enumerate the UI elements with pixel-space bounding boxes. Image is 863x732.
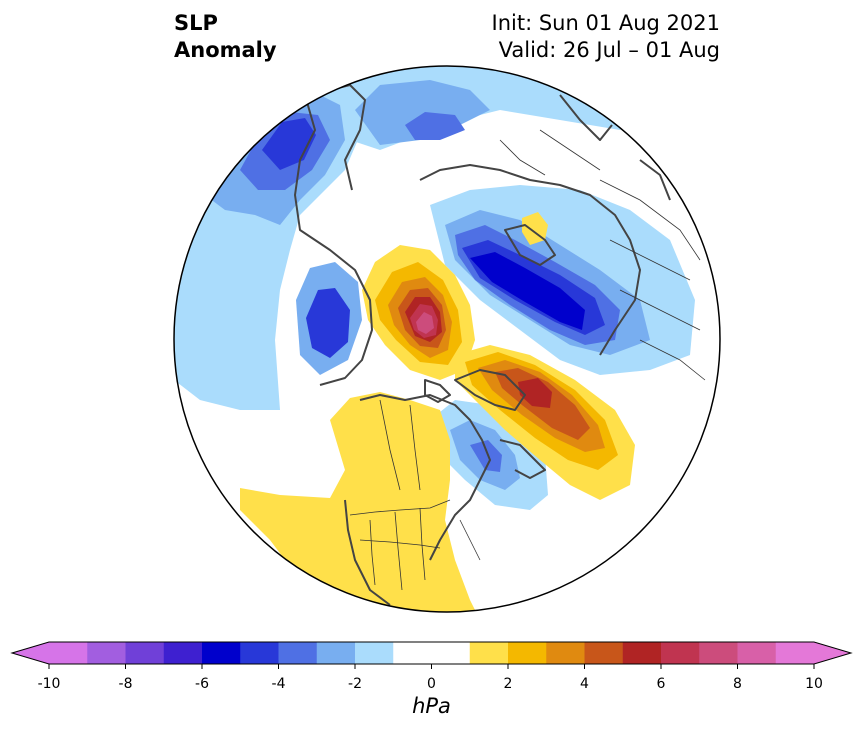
anomaly-siberia-negative (430, 185, 695, 375)
colorbar-segment (49, 642, 88, 664)
colorbar-segment (737, 642, 777, 664)
map-boundary (173, 65, 721, 613)
colorbar-tick-label: 6 (657, 676, 666, 692)
colorbar-tick-label: -4 (272, 676, 286, 692)
colorbar-tick-label: -2 (348, 676, 362, 692)
valid-range: Valid: 26 Jul – 01 Aug (498, 38, 720, 62)
colorbar-tick-label: 2 (504, 676, 513, 692)
colorbar-segment (661, 642, 700, 664)
colorbar-segment (316, 642, 356, 664)
colorbar-extend-min (12, 642, 49, 664)
colorbar-tick-label: -8 (119, 676, 133, 692)
colorbar-tick-label: -6 (195, 676, 209, 692)
title-variable: SLP (174, 11, 218, 35)
title-quantity: Anomaly (174, 38, 277, 62)
anomaly-greenland-positive (455, 212, 635, 500)
colorbar-extend-max (814, 642, 851, 664)
colorbar-tick-label: 10 (805, 676, 823, 692)
colorbar-segment (278, 642, 318, 664)
colorbar-segment (431, 642, 471, 664)
anomaly-america-positive (240, 392, 480, 612)
colorbar-segment (125, 642, 165, 664)
colorbar-segment (355, 642, 394, 664)
title-left: SLP Anomaly (174, 10, 277, 64)
colorbar-segment (87, 642, 126, 664)
colorbar-segment (202, 642, 241, 664)
colorbar-segment (775, 642, 815, 664)
colorbar-segment (546, 642, 585, 664)
colorbar-segment (163, 642, 203, 664)
political-borders (349, 129, 706, 591)
title-right: Init: Sun 01 Aug 2021 Valid: 26 Jul – 01… (492, 10, 720, 64)
polar-map (173, 65, 721, 613)
colorbar-tick-label: -10 (38, 676, 61, 692)
colorbar-tick-label: 0 (427, 676, 436, 692)
anomaly-arctic-positive (362, 245, 475, 380)
colorbar-units: hPa (412, 694, 451, 718)
colorbar-tick-label: 4 (580, 676, 589, 692)
init-date: Init: Sun 01 Aug 2021 (491, 11, 720, 35)
colorbar-segment (240, 642, 279, 664)
coastlines (294, 84, 671, 606)
colorbar-segment (508, 642, 547, 664)
colorbar-segment (622, 642, 662, 664)
colorbar-segment (469, 642, 509, 664)
colorbar-segment (584, 642, 624, 664)
colorbar-segment (699, 642, 738, 664)
colorbar-segment (393, 642, 432, 664)
colorbar-tick-label: 8 (733, 676, 742, 692)
